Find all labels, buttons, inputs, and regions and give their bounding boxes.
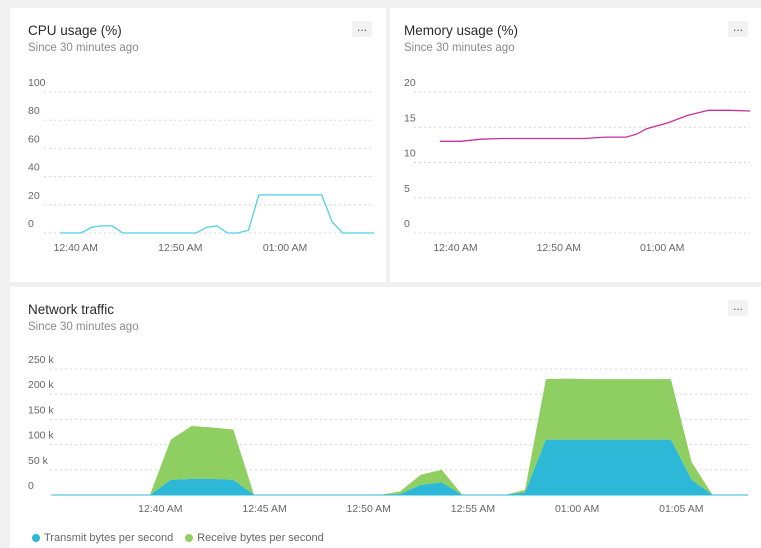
cpu-y-tick-label: 60 bbox=[28, 133, 40, 145]
network-y-tick-label: 0 bbox=[28, 480, 34, 492]
network-x-tick-label: 01:00 AM bbox=[555, 503, 599, 515]
network-y-tick-label: 50 k bbox=[28, 455, 49, 467]
cpu-panel-title: CPU usage (%) bbox=[28, 23, 122, 38]
cpu-x-tick-label: 12:40 AM bbox=[54, 242, 98, 254]
network-x-tick-label: 01:05 AM bbox=[659, 503, 703, 515]
transmit-color-dot bbox=[32, 534, 40, 542]
cpu-y-tick-label: 100 bbox=[28, 77, 46, 89]
cpu-x-tick-label: 12:50 AM bbox=[158, 242, 202, 254]
memory-x-tick-label: 01:00 AM bbox=[640, 242, 684, 254]
network-panel-title: Network traffic bbox=[28, 302, 115, 317]
cpu-x-tick-label: 01:00 AM bbox=[263, 242, 307, 254]
cpu-y-tick-label: 40 bbox=[28, 162, 40, 174]
memory-x-tick-label: 12:40 AM bbox=[433, 242, 477, 254]
network-x-tick-label: 12:50 AM bbox=[347, 503, 391, 515]
receive-color-dot bbox=[185, 534, 194, 542]
network-y-tick-label: 150 k bbox=[28, 404, 54, 416]
cpu-y-tick-label: 80 bbox=[28, 105, 40, 117]
network-legend: Transmit bytes per second Receive bytes … bbox=[32, 532, 324, 544]
memory-usage-panel: Memory usage (%) Since 30 minutes ago ..… bbox=[390, 8, 761, 282]
memory-x-tick-label: 12:50 AM bbox=[537, 242, 581, 254]
transmit-bytes-area bbox=[129, 439, 713, 495]
legend-label-transmit: Transmit bytes per second bbox=[44, 532, 174, 544]
network-traffic-chart: 0 50 k 100 k 150 k 200 k 250 k 12:40 AM 12:45 A… bbox=[28, 354, 748, 515]
cpu-more-menu-button[interactable]: ... bbox=[352, 21, 372, 37]
cpu-usage-panel: CPU usage (%) Since 30 minutes ago ... 0… bbox=[10, 8, 386, 282]
network-traffic-panel: Network traffic Since 30 minutes ago ...… bbox=[10, 287, 761, 548]
receive-bytes-area bbox=[129, 378, 713, 495]
cpu-usage-chart: 0 20 40 60 80 100 12:40 AM 12:50 AM 01:00 AM bbox=[28, 77, 374, 254]
memory-y-tick-label: 20 bbox=[404, 77, 416, 89]
network-x-tick-label: 12:55 AM bbox=[451, 503, 495, 515]
network-x-tick-label: 12:40 AM bbox=[138, 503, 182, 515]
cpu-y-tick-label: 0 bbox=[28, 218, 34, 230]
memory-y-tick-label: 10 bbox=[404, 148, 416, 160]
memory-usage-chart: 0 5 10 15 20 12:40 AM 12:50 AM 01:00 AM bbox=[404, 77, 751, 254]
network-y-tick-label: 200 k bbox=[28, 379, 54, 391]
legend-item-receive[interactable]: Receive bytes per second bbox=[185, 532, 324, 544]
memory-series-line bbox=[440, 109, 751, 142]
network-x-tick-label: 12:45 AM bbox=[242, 503, 286, 515]
network-y-tick-label: 100 k bbox=[28, 430, 54, 442]
cpu-y-tick-label: 20 bbox=[28, 190, 40, 202]
memory-y-tick-label: 5 bbox=[404, 183, 410, 195]
network-more-menu-button[interactable]: ... bbox=[728, 300, 748, 316]
legend-item-transmit[interactable]: Transmit bytes per second bbox=[32, 532, 173, 544]
cpu-panel-subtitle: Since 30 minutes ago bbox=[28, 42, 139, 54]
network-y-tick-label: 250 k bbox=[28, 354, 54, 366]
memory-panel-title: Memory usage (%) bbox=[404, 23, 519, 38]
legend-label-receive: Receive bytes per second bbox=[197, 532, 324, 544]
cpu-series-line bbox=[60, 194, 374, 234]
memory-panel-subtitle: Since 30 minutes ago bbox=[404, 42, 515, 54]
memory-more-menu-button[interactable]: ... bbox=[728, 21, 748, 37]
memory-y-tick-label: 0 bbox=[404, 218, 410, 230]
network-panel-subtitle: Since 30 minutes ago bbox=[28, 321, 139, 333]
memory-y-tick-label: 15 bbox=[404, 112, 416, 124]
